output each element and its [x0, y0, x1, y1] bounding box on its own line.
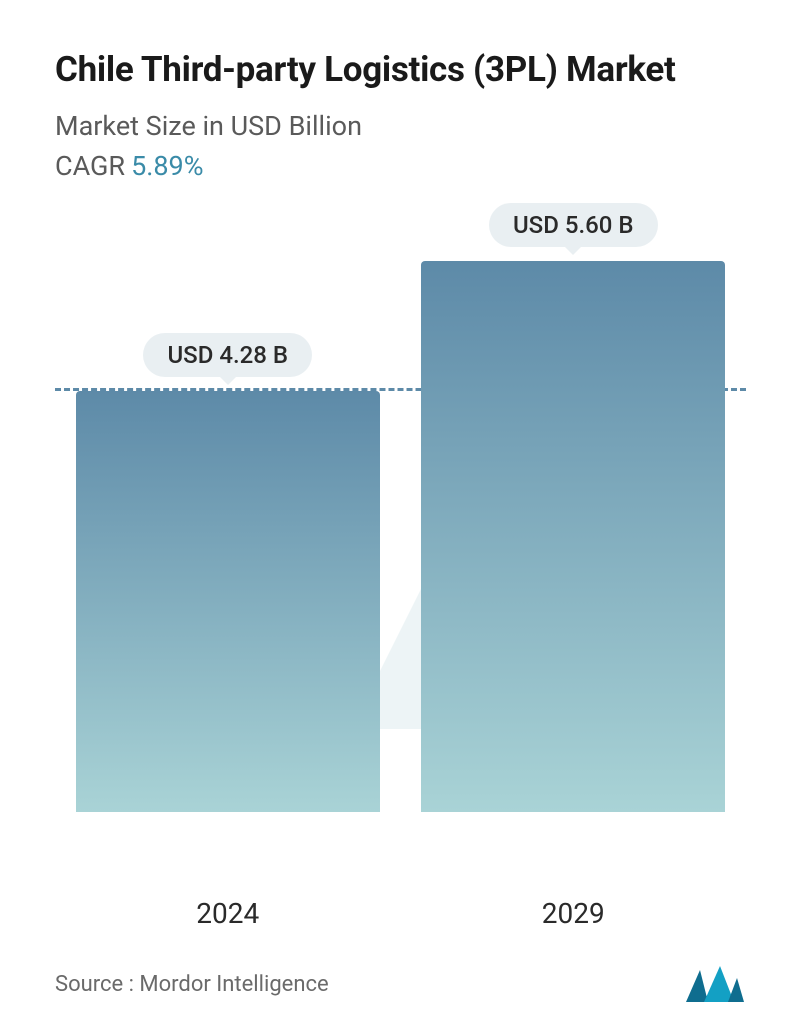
plot-region: USD 4.28 BUSD 5.60 B	[55, 222, 746, 812]
value-label-pill: USD 5.60 B	[489, 203, 658, 247]
bar-column: USD 4.28 B	[76, 333, 380, 812]
footer: Source : Mordor Intelligence	[55, 958, 746, 1004]
bar	[76, 391, 380, 812]
brand-logo	[684, 964, 746, 1004]
chart-area: USD 4.28 BUSD 5.60 B 2024 2029	[55, 222, 746, 958]
value-label-pill: USD 4.28 B	[143, 333, 312, 377]
cagr-value: 5.89%	[131, 150, 203, 182]
chart-subtitle: Market Size in USD Billion	[55, 110, 746, 142]
chart-title: Chile Third-party Logistics (3PL) Market	[55, 48, 746, 92]
source-text: Source : Mordor Intelligence	[55, 972, 329, 997]
bar	[421, 261, 725, 812]
bar-column: USD 5.60 B	[421, 203, 725, 812]
bars-row: USD 4.28 BUSD 5.60 B	[55, 222, 746, 812]
cagr-line: CAGR5.89%	[55, 150, 746, 182]
x-axis-label: 2024	[76, 897, 380, 930]
chart-container: Chile Third-party Logistics (3PL) Market…	[0, 0, 796, 1034]
cagr-label: CAGR	[55, 150, 125, 182]
x-axis: 2024 2029	[55, 897, 746, 930]
x-axis-label: 2029	[421, 897, 725, 930]
